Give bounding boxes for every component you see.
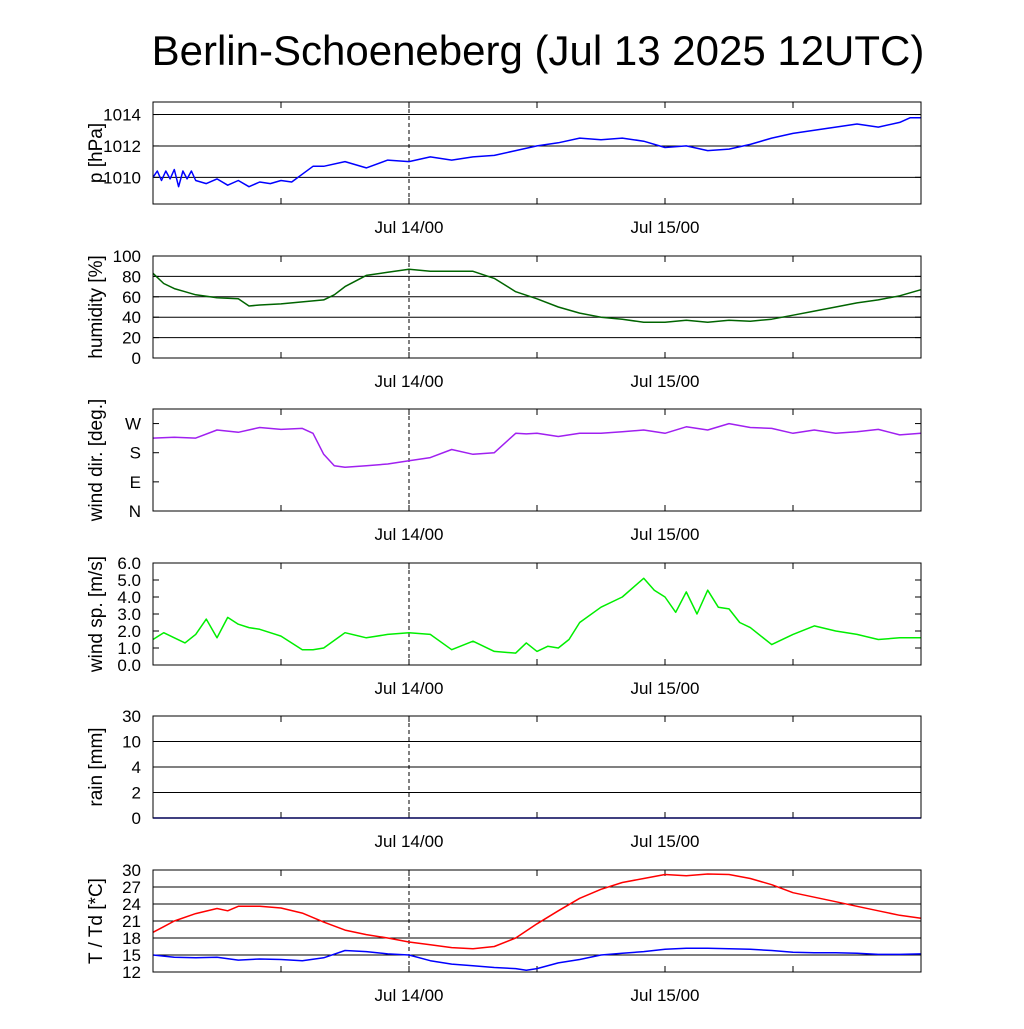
- temperature-ytick-label: 30: [122, 861, 141, 880]
- wind_dir-plot-frame: [152, 408, 922, 512]
- wind_speed-ytick-label: 0.0: [117, 656, 141, 675]
- pressure-xtick-label: Jul 15/00: [631, 218, 700, 237]
- wind_speed-xtick-label: Jul 15/00: [631, 679, 700, 698]
- wind_dir-series-line: [152, 422, 922, 469]
- temperature-ylabel: T / Td [*C]: [86, 878, 107, 964]
- temperature-ytick-label: 18: [122, 929, 141, 948]
- temperature-ytick-label: 12: [122, 963, 141, 982]
- humidity-plot-frame: [152, 255, 922, 359]
- pressure-ylabel: p [hPa]: [86, 123, 107, 183]
- humidity-ytick-label: 0: [132, 349, 141, 368]
- humidity-ylabel: humidity [%]: [86, 255, 107, 358]
- pressure-ytick-label: 1014: [103, 106, 141, 125]
- rain-xtick-label: Jul 15/00: [631, 832, 700, 851]
- pressure-plot-frame: [152, 101, 922, 205]
- humidity-ytick-label: 40: [122, 308, 141, 327]
- rain-ytick-label: 0: [132, 809, 141, 828]
- temperature-xtick-label: Jul 15/00: [631, 986, 700, 1005]
- rain-ytick-label: 30: [122, 707, 141, 726]
- wind_speed-plot-frame: [152, 562, 922, 666]
- wind_speed-ytick-label: 4.0: [117, 588, 141, 607]
- humidity-ytick-label: 60: [122, 288, 141, 307]
- wind_speed-ytick-label: 5.0: [117, 571, 141, 590]
- humidity-xtick-label: Jul 15/00: [631, 372, 700, 391]
- temperature-xtick-label: Jul 14/00: [375, 986, 444, 1005]
- wind_dir-xtick-label: Jul 14/00: [375, 525, 444, 544]
- rain-ytick-label: 2: [132, 784, 141, 803]
- wind_speed-ylabel: wind sp. [m/s]: [86, 556, 107, 673]
- humidity-ytick-label: 80: [122, 267, 141, 286]
- pressure-ytick-label: 1012: [103, 137, 141, 156]
- wind_dir-ylabel: wind dir. [deg.]: [86, 399, 107, 523]
- rain-plot-frame: [152, 715, 922, 819]
- wind_dir-ytick-label: S: [130, 444, 141, 463]
- temperature-series-line: [152, 873, 922, 950]
- temperature-ytick-label: 21: [122, 912, 141, 931]
- wind_dir-xtick-label: Jul 15/00: [631, 525, 700, 544]
- rain-ylabel: rain [mm]: [86, 727, 107, 806]
- wind_speed-ytick-label: 2.0: [117, 622, 141, 641]
- wind_dir-ytick-label: E: [130, 473, 141, 492]
- humidity-ytick-label: 100: [113, 247, 141, 266]
- wind_dir-ytick-label: W: [125, 415, 141, 434]
- pressure-xtick-label: Jul 14/00: [375, 218, 444, 237]
- rain-xtick-label: Jul 14/00: [375, 832, 444, 851]
- chart-title: Berlin-Schoeneberg (Jul 13 2025 12UTC): [152, 27, 925, 74]
- pressure-series-line: [152, 116, 921, 188]
- temperature-plot-frame: [152, 869, 922, 973]
- temperature-ytick-label: 15: [122, 946, 141, 965]
- temperature-ytick-label: 24: [122, 895, 141, 914]
- humidity-xtick-label: Jul 14/00: [375, 372, 444, 391]
- humidity-ytick-label: 20: [122, 329, 141, 348]
- wind_speed-ytick-label: 3.0: [117, 605, 141, 624]
- temperature-ytick-label: 27: [122, 878, 141, 897]
- humidity-series-line: [152, 268, 922, 324]
- wind_speed-series-line: [152, 577, 921, 654]
- rain-ytick-label: 4: [132, 758, 141, 777]
- dewpoint-series-line: [152, 947, 922, 972]
- pressure-ytick-label: 1010: [103, 168, 141, 187]
- wind_speed-ytick-label: 6.0: [117, 554, 141, 573]
- rain-ytick-label: 10: [122, 733, 141, 752]
- wind_speed-xtick-label: Jul 14/00: [375, 679, 444, 698]
- wind_dir-ytick-label: N: [129, 502, 141, 521]
- wind_speed-ytick-label: 1.0: [117, 639, 141, 658]
